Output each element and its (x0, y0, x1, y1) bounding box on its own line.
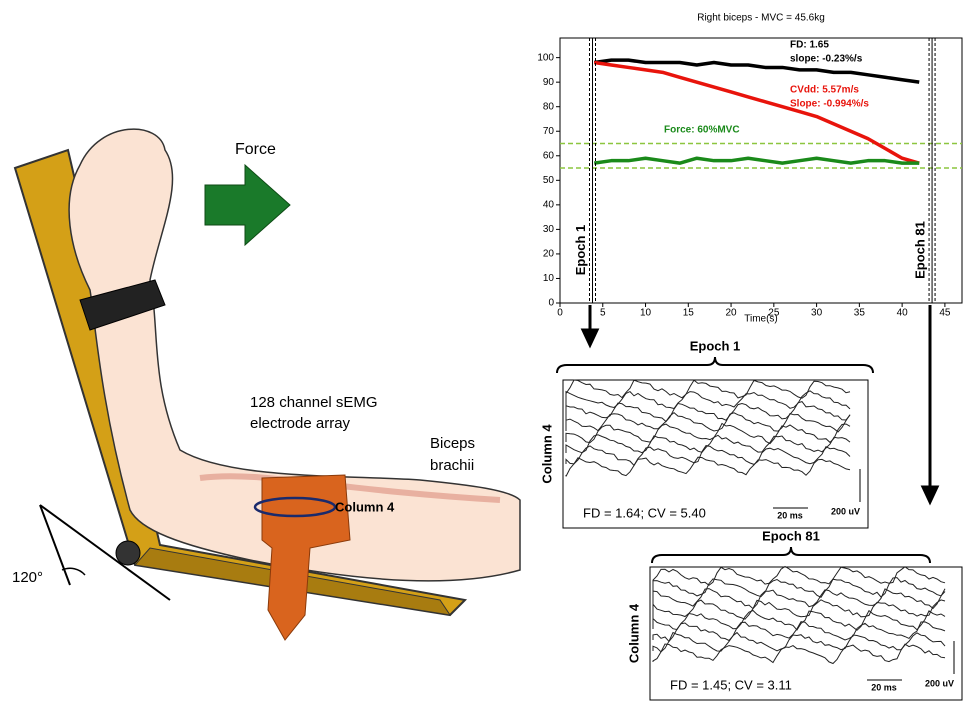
annotation: CVdd: 5.57m/s (790, 85, 859, 96)
x-tick-label: 10 (640, 308, 652, 319)
epoch-frame (649, 566, 963, 701)
emg-trace (652, 588, 946, 610)
emg-trace (652, 621, 946, 643)
x-tick-label: 30 (811, 308, 823, 319)
emg-trace (565, 401, 851, 423)
emg-trace (565, 422, 851, 445)
y-tick-label: 80 (543, 101, 555, 112)
emg-trace (565, 456, 851, 477)
y-tick-label: 30 (543, 224, 555, 235)
x-tick-label: 25 (768, 308, 780, 319)
y-tick-label: 20 (543, 249, 555, 260)
epoch-marker-label: Epoch 81 (913, 221, 928, 279)
y-tick-label: 40 (543, 199, 555, 210)
annotation: slope: -0.23%/s (790, 54, 863, 65)
x-tick-label: 0 (557, 308, 563, 319)
x-tick-label: 40 (897, 308, 909, 319)
epoch-arrows (580, 305, 940, 506)
epoch-panel (649, 546, 963, 701)
plot-frame (559, 37, 963, 304)
epoch-stats: FD = 1.64; CV = 5.40 (583, 505, 706, 520)
series-line (593, 60, 920, 165)
annotation: FD: 1.65 (790, 40, 829, 51)
column-label: Column 4 (335, 499, 395, 514)
x-axis-label: Time(s) (744, 314, 778, 325)
time-scale-label: 20 ms (871, 682, 897, 692)
y-tick-label: 50 (543, 175, 555, 186)
y-tick-label: 10 (543, 273, 555, 284)
x-tick-label: 45 (939, 308, 951, 319)
amp-scale-label: 200 uV (925, 678, 954, 688)
x-tick-label: 5 (600, 308, 606, 319)
emg-trace (652, 577, 946, 598)
x-tick-label: 20 (726, 308, 738, 319)
emg-trace (652, 631, 946, 653)
epoch-stats: FD = 1.45; CV = 3.11 (670, 677, 792, 692)
emg-trace (565, 379, 851, 399)
annotation: Force: 60%MVC (664, 125, 740, 136)
emg-trace (565, 445, 851, 467)
muscle-label: Biceps (430, 435, 475, 452)
brace (556, 356, 874, 374)
epoch-title: Epoch 81 (762, 528, 820, 543)
amp-scale-label: 200 uV (831, 506, 860, 516)
x-tick-label: 15 (683, 308, 695, 319)
series-line (593, 156, 920, 165)
column-label: Column 4 (539, 424, 554, 484)
y-tick-label: 60 (543, 150, 555, 161)
emg-trace (565, 411, 851, 433)
y-tick-label: 70 (543, 126, 555, 137)
annotation: Slope: -0.994%/s (790, 99, 869, 110)
emg-trace (565, 434, 851, 454)
y-tick-label: 100 (537, 52, 554, 63)
y-tick-label: 90 (543, 77, 555, 88)
force-label: Force (235, 141, 276, 158)
y-tick-label: 0 (548, 298, 554, 309)
chart-title: Right biceps - MVC = 45.6kg (697, 13, 825, 24)
epoch-title: Epoch 1 (690, 338, 741, 353)
angle-label: 120° (12, 569, 43, 586)
x-tick-label: 35 (854, 308, 866, 319)
emg-trace (565, 390, 851, 410)
emg-trace (652, 599, 946, 620)
brace (651, 546, 931, 564)
time-scale-label: 20 ms (777, 510, 803, 520)
emg-trace (652, 609, 946, 631)
column-label: Column 4 (626, 603, 641, 663)
emg-trace (652, 643, 946, 665)
epoch-marker-label: Epoch 1 (573, 225, 588, 276)
series-line (593, 58, 920, 84)
arm-illustration (13, 128, 521, 641)
epoch-panel (556, 356, 874, 529)
muscle-label: brachii (430, 457, 474, 474)
array-label: electrode array (250, 415, 351, 432)
emg-trace (652, 565, 946, 586)
array-label: 128 channel sEMG (250, 394, 378, 411)
